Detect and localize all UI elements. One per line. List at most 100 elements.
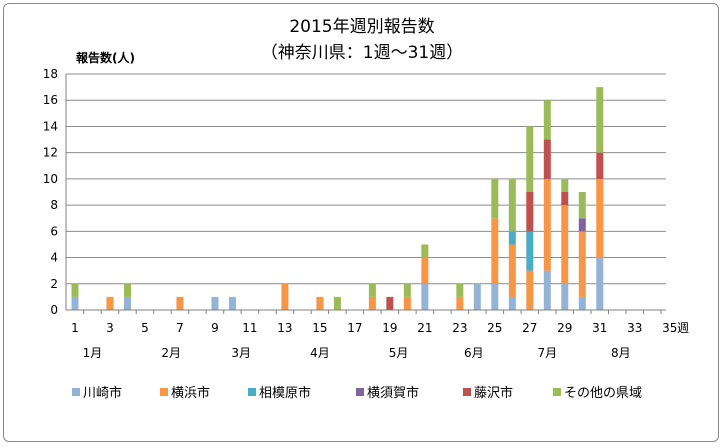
bar-segment [403, 283, 411, 297]
month-label: 5月 [389, 346, 409, 360]
bar-segment [491, 283, 499, 310]
bar-segment [491, 178, 499, 219]
y-tick-label: 0 [50, 303, 58, 317]
bar-segment [316, 296, 324, 310]
bar-segment [596, 87, 604, 153]
bar-segment [403, 296, 411, 310]
bar-segment [176, 296, 184, 310]
x-tick-label: 19 [382, 321, 397, 335]
legend-label: 横浜市 [171, 385, 210, 401]
month-label: 8月 [611, 346, 631, 360]
y-tick-label: 12 [43, 146, 58, 160]
month-label: 6月 [464, 346, 484, 360]
bar-segment [543, 100, 551, 140]
legend-label: 藤沢市 [474, 385, 513, 401]
chart-title: 2015年週別報告数 [289, 17, 434, 37]
y-axis-label: 報告数(人) [76, 50, 135, 65]
bar-segment [596, 257, 604, 310]
month-label: 2月 [161, 346, 181, 360]
bar-segment [526, 126, 534, 192]
y-tick-label: 4 [50, 251, 58, 265]
x-tick-label: 33 [627, 321, 642, 335]
axes [65, 74, 666, 314]
legend-swatch [72, 388, 80, 396]
y-tick-label: 16 [43, 93, 58, 107]
month-label: 7月 [537, 346, 557, 360]
y-tick-label: 10 [43, 172, 58, 186]
bar-series [71, 87, 604, 310]
legend: 川崎市 横浜市 相模原市 横須賀市 藤沢市 その他の県域 [72, 385, 642, 401]
bar-segment [228, 296, 236, 310]
bar-segment [386, 296, 394, 310]
bar-segment [561, 205, 569, 284]
bar-segment [123, 296, 131, 310]
bar-segment [543, 178, 551, 271]
x-tick-label: 29 [557, 321, 572, 335]
bar-segment [421, 283, 429, 310]
bar-segment [596, 178, 604, 258]
y-tick-label: 6 [50, 224, 58, 238]
bar-segment [123, 283, 131, 297]
x-tick-label: 31 [592, 321, 607, 335]
x-tick-label: 1 [71, 321, 79, 335]
x-tick-label: 3 [106, 321, 114, 335]
x-tick-label: 15 [312, 321, 327, 335]
x-tick-label: 21 [417, 321, 432, 335]
grid-lines [66, 73, 666, 285]
bar-segment [526, 270, 534, 310]
x-axis-label: 週 [677, 321, 689, 335]
month-label: 1月 [83, 346, 103, 360]
x-tick-label: 35 [662, 321, 677, 335]
bar-segment [491, 218, 499, 284]
x-tick-label: 23 [452, 321, 467, 335]
bar-segment [456, 296, 464, 310]
month-label: 4月 [310, 346, 330, 360]
bar-segment [368, 283, 376, 297]
bar-segment [421, 257, 429, 284]
bar-segment [578, 231, 586, 297]
bar-segment [368, 296, 376, 310]
bar-segment [508, 231, 516, 245]
x-tick-label: 9 [211, 321, 219, 335]
y-tick-label: 18 [43, 67, 58, 81]
bar-segment [561, 192, 569, 206]
x-tick-label: 17 [347, 321, 362, 335]
legend-swatch [160, 388, 168, 396]
bar-segment [526, 231, 534, 271]
bar-segment [596, 152, 604, 179]
bar-segment [578, 296, 586, 310]
y-tick-label: 8 [50, 198, 58, 212]
chart-subtitle: （神奈川県：1週〜31週） [261, 43, 463, 63]
x-tick-label: 5 [141, 321, 149, 335]
x-tick-label: 13 [277, 321, 292, 335]
bar-segment [211, 296, 219, 310]
bar-segment [561, 283, 569, 310]
x-tick-label: 11 [242, 321, 257, 335]
legend-label: 相模原市 [259, 385, 311, 401]
bar-segment [333, 296, 341, 310]
y-tick-label: 2 [50, 277, 58, 291]
x-tick-label: 25 [487, 321, 502, 335]
bar-segment [106, 296, 114, 310]
bar-segment [578, 192, 586, 219]
legend-swatch [553, 388, 561, 396]
bar-segment [456, 283, 464, 297]
bar-segment [561, 178, 569, 192]
bar-segment [508, 296, 516, 310]
bar-segment [543, 139, 551, 179]
x-tick-label: 27 [522, 321, 537, 335]
bar-segment [71, 283, 79, 297]
bar-segment [508, 244, 516, 297]
bar-segment [578, 218, 586, 232]
bar-segment [508, 178, 516, 232]
bar-segment [421, 244, 429, 258]
x-tick-label: 7 [176, 321, 184, 335]
legend-label: その他の県域 [564, 386, 642, 401]
bar-segment [543, 270, 551, 310]
bar-segment [281, 283, 289, 310]
bar-segment [526, 192, 534, 232]
bar-segment [71, 296, 79, 310]
legend-swatch [463, 388, 471, 396]
